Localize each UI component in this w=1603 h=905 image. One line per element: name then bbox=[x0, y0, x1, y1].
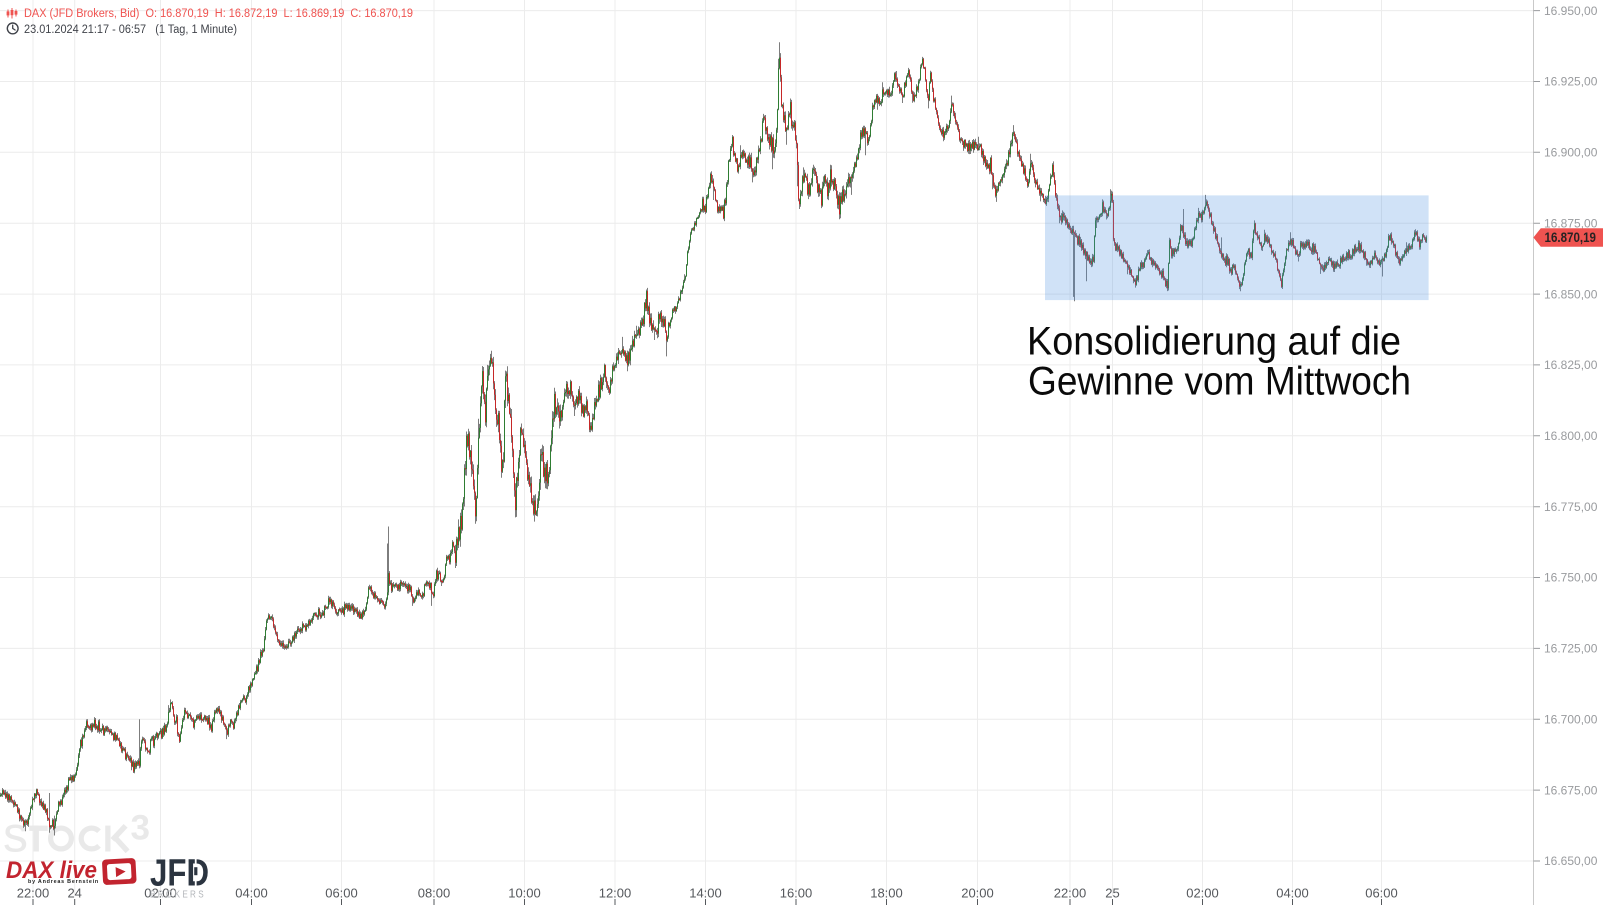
svg-text:22:00: 22:00 bbox=[1054, 886, 1087, 901]
svg-text:16.750,00: 16.750,00 bbox=[1544, 571, 1598, 585]
svg-text:02:00: 02:00 bbox=[144, 886, 177, 901]
svg-text:06:00: 06:00 bbox=[325, 886, 358, 901]
svg-text:3: 3 bbox=[131, 809, 150, 848]
svg-text:25: 25 bbox=[1105, 886, 1119, 901]
svg-text:16.925,00: 16.925,00 bbox=[1544, 75, 1598, 89]
svg-text:16.950,00: 16.950,00 bbox=[1544, 4, 1598, 18]
svg-text:DAX live: DAX live bbox=[6, 857, 97, 884]
svg-text:16.900,00: 16.900,00 bbox=[1544, 146, 1598, 160]
svg-text:24: 24 bbox=[67, 886, 81, 901]
svg-text:20:00: 20:00 bbox=[961, 886, 994, 901]
svg-text:16.675,00: 16.675,00 bbox=[1544, 783, 1598, 797]
svg-text:16.775,00: 16.775,00 bbox=[1544, 500, 1598, 514]
svg-text:16.850,00: 16.850,00 bbox=[1544, 287, 1598, 301]
svg-text:06:00: 06:00 bbox=[1365, 886, 1398, 901]
svg-text:16.825,00: 16.825,00 bbox=[1544, 358, 1598, 372]
svg-text:18:00: 18:00 bbox=[870, 886, 903, 901]
svg-text:14:00: 14:00 bbox=[689, 886, 722, 901]
svg-text:16.700,00: 16.700,00 bbox=[1544, 713, 1598, 727]
svg-text:s: s bbox=[3, 806, 28, 862]
svg-text:08:00: 08:00 bbox=[418, 886, 451, 901]
svg-text:22:00: 22:00 bbox=[17, 886, 50, 901]
svg-text:BROKERS: BROKERS bbox=[150, 889, 206, 901]
svg-text:02:00: 02:00 bbox=[1186, 886, 1219, 901]
svg-text:10:00: 10:00 bbox=[508, 886, 541, 901]
svg-text:23.01.2024 21:17 - 06:57 (1: 23.01.2024 21:17 - 06:57 (1 Tag, 1 Minut… bbox=[24, 24, 237, 36]
svg-text:16:00: 16:00 bbox=[780, 886, 813, 901]
svg-text:Konsolidierung auf die: Konsolidierung auf die bbox=[1027, 320, 1401, 364]
svg-text:16.725,00: 16.725,00 bbox=[1544, 642, 1598, 656]
svg-text:16.800,00: 16.800,00 bbox=[1544, 429, 1598, 443]
svg-text:16.870,19: 16.870,19 bbox=[1545, 230, 1597, 245]
svg-text:DAX (JFD Brokers, Bid) O: 16.: DAX (JFD Brokers, Bid) O: 16.870,19 H: 1… bbox=[24, 8, 413, 20]
svg-text:12:00: 12:00 bbox=[599, 886, 632, 901]
svg-text:JFD: JFD bbox=[150, 853, 209, 895]
svg-text:16.875,00: 16.875,00 bbox=[1544, 216, 1598, 230]
svg-text:04:00: 04:00 bbox=[235, 886, 268, 901]
svg-text:04:00: 04:00 bbox=[1276, 886, 1309, 901]
svg-text:Gewinne vom Mittwoch: Gewinne vom Mittwoch bbox=[1028, 360, 1411, 404]
svg-text:16.650,00: 16.650,00 bbox=[1544, 854, 1598, 868]
svg-text:by Andreas Bernstein: by Andreas Bernstein bbox=[28, 879, 99, 885]
